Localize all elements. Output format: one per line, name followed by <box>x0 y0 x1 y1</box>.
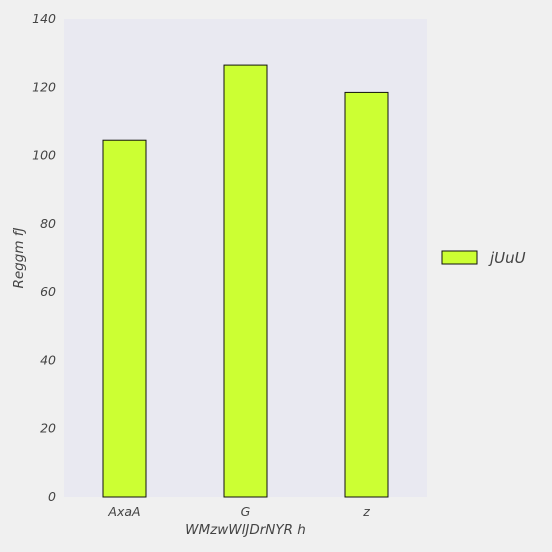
y-tick-label: 20 <box>40 421 56 436</box>
legend-label: jUuU <box>488 249 526 267</box>
y-tick-label: 100 <box>32 148 56 163</box>
x-tick-label: AxaA <box>107 504 140 519</box>
legend: jUuU <box>441 249 526 267</box>
y-axis-ticks: 0 20 40 60 80 100 120 140 <box>32 11 56 504</box>
y-axis-label: Reggm fJ <box>11 227 27 288</box>
bar-g <box>223 64 268 498</box>
y-tick-label: 140 <box>32 11 56 26</box>
legend-swatch <box>441 250 478 265</box>
bar-axaa <box>102 139 147 498</box>
y-tick-label: 80 <box>40 216 56 231</box>
y-tick-label: 0 <box>48 489 56 504</box>
bars <box>102 64 389 498</box>
x-axis-label: WMzwWlJDrNYR h <box>185 522 306 538</box>
x-tick-label: G <box>241 504 251 519</box>
y-tick-label: 120 <box>32 79 56 94</box>
y-tick-label: 40 <box>40 352 56 367</box>
x-tick-label: z <box>362 504 370 519</box>
bar-z <box>344 91 389 498</box>
y-tick-label: 60 <box>40 284 56 299</box>
